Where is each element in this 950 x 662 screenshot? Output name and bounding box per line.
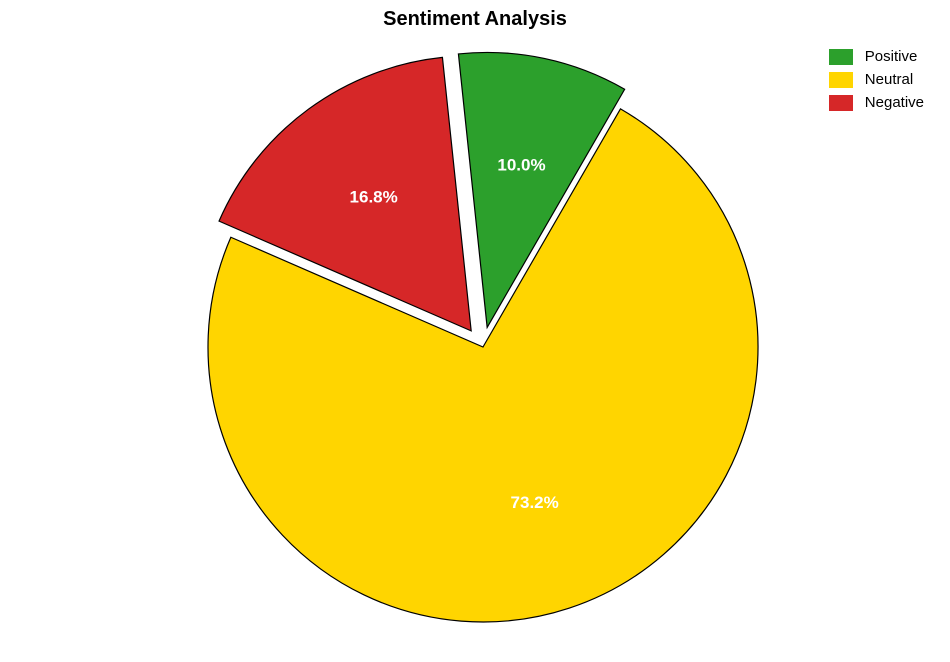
legend-label: Positive: [865, 48, 918, 65]
legend-item-neutral: Neutral: [829, 71, 924, 88]
legend-swatch: [829, 49, 853, 65]
legend-item-positive: Positive: [829, 48, 924, 65]
legend-label: Neutral: [865, 71, 913, 88]
slice-label-negative: 16.8%: [350, 187, 398, 206]
legend-label: Negative: [865, 94, 924, 111]
slice-label-positive: 10.0%: [497, 156, 545, 175]
pie-svg: 73.2% 16.8% 10.0%: [0, 0, 950, 662]
legend: Positive Neutral Negative: [829, 48, 924, 117]
slice-label-neutral: 73.2%: [511, 493, 559, 512]
legend-item-negative: Negative: [829, 94, 924, 111]
legend-swatch: [829, 95, 853, 111]
sentiment-pie-chart: Sentiment Analysis 73.2%16.8%10.0% Posit…: [0, 0, 950, 662]
legend-swatch: [829, 72, 853, 88]
